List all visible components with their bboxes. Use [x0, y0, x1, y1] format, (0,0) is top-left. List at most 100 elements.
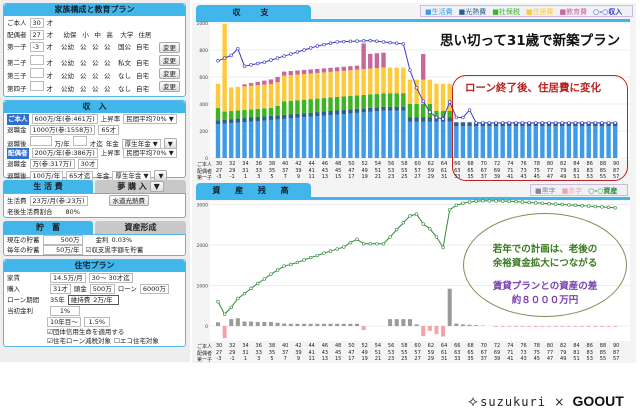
plan-cell[interactable]: 公 — [80, 43, 87, 51]
plan-cell[interactable]: 公 — [92, 85, 99, 93]
loan-input[interactable]: 6000万 — [139, 284, 169, 294]
education-bar — [262, 80, 267, 85]
plan-cell[interactable]: 国公 — [118, 43, 131, 51]
down-input[interactable]: 500万 — [89, 284, 115, 294]
living-bar — [401, 110, 406, 158]
social-bar — [341, 96, 346, 110]
plan-cell[interactable]: 公 — [92, 59, 99, 67]
later-rate-input[interactable]: 1.5% — [83, 317, 110, 327]
asset-point — [342, 245, 346, 249]
education-bar — [248, 83, 254, 86]
plan-cell[interactable]: 自宅 — [136, 85, 149, 93]
plan-cell[interactable]: 公幼 — [61, 59, 74, 67]
plan-cell[interactable]: 公 — [104, 43, 111, 51]
later-period-input[interactable]: 10年目〜 — [47, 317, 81, 327]
self-retire-input[interactable]: 1000万(参:1558万) — [29, 125, 96, 135]
spouse-retire-age-input[interactable]: 30才 — [77, 159, 99, 169]
plan-cell[interactable]: 公幼 — [61, 72, 74, 80]
eco-house-checkbox[interactable]: ☐エコ住宅対象 — [114, 337, 159, 345]
group-insurance-checkbox[interactable]: ☑団体信用生命を適用する — [47, 328, 125, 336]
self-after-input[interactable] — [29, 136, 52, 146]
surplus-checkbox[interactable]: ☑収支黒字額を貯蓄 — [85, 246, 144, 254]
living-bar — [553, 126, 558, 158]
plan-cell[interactable]: 公 — [104, 59, 111, 67]
axis-tick-label: 41 — [308, 349, 315, 356]
rent-period-input[interactable]: 30〜 30才迄 — [88, 273, 133, 283]
term-input[interactable]: 35年 — [50, 296, 65, 304]
axis-tick-label: 49 — [560, 174, 567, 180]
tab-dream[interactable]: 夢 購 入 ▼ — [95, 180, 186, 193]
rent-input[interactable]: 14.5万/月 — [50, 273, 86, 283]
living-bar — [447, 121, 452, 158]
axis-tick-label: 27 — [215, 167, 223, 174]
retire-ratio-value[interactable]: 80% — [65, 208, 80, 216]
income-point — [388, 40, 392, 45]
self-retire-age-input[interactable]: 65才 — [98, 125, 120, 135]
plan-cell[interactable]: 公 — [104, 72, 111, 80]
plan-cell[interactable]: 公 — [104, 85, 111, 93]
change-button[interactable]: 変更 — [159, 81, 180, 92]
social-bar — [315, 98, 320, 113]
axis-tick-label: 34 — [242, 343, 249, 349]
income-point — [520, 121, 525, 125]
change-button[interactable]: 変更 — [159, 68, 180, 79]
plan-cell[interactable]: 公 — [92, 43, 99, 51]
living-bar — [487, 126, 492, 158]
spouse-retire-input[interactable]: 万(参:317万) — [29, 159, 75, 169]
plan-cell[interactable]: 私文 — [118, 59, 131, 67]
tab-savings[interactable]: 貯 蓄 — [3, 221, 93, 234]
rent-label: 家賃 — [7, 274, 20, 282]
axis-row-label: 第一子 — [197, 357, 213, 363]
self-until-input[interactable] — [72, 136, 87, 146]
child-age-input[interactable] — [29, 55, 44, 65]
spouse-age-input[interactable]: 27 — [29, 30, 44, 40]
social-bar — [248, 109, 254, 118]
child-age-input[interactable] — [29, 81, 44, 91]
tab-asset-building[interactable]: 資産形成 — [95, 221, 186, 234]
tab-assets[interactable]: 資 産 残 高 — [196, 183, 311, 198]
income-point — [401, 42, 406, 46]
plan-cell[interactable]: 公 — [80, 72, 87, 80]
utility-button[interactable]: 水道光熱費 — [108, 195, 149, 206]
plan-cell[interactable]: 公 — [80, 59, 87, 67]
spouse-raise-select[interactable]: 民間平均70% ▼ — [123, 148, 177, 158]
plan-cell[interactable]: 公 — [92, 72, 99, 80]
living-cost-input[interactable]: 23万/月(参:23万) — [29, 196, 88, 206]
child-label: 第四子 — [7, 85, 27, 93]
maint-input[interactable]: 2万/年 — [93, 296, 113, 304]
plan-cell[interactable]: 自宅 — [136, 43, 149, 51]
plan-cell[interactable]: 公幼 — [61, 43, 74, 51]
child-age-input[interactable] — [29, 68, 44, 78]
plan-cell[interactable]: なし — [118, 85, 131, 93]
buy-age-input[interactable]: 31才 — [50, 284, 71, 294]
axis-tick-label: 77 — [546, 167, 554, 174]
initial-rate-input[interactable]: 1% — [50, 306, 80, 316]
tab-living[interactable]: 生 活 費 — [3, 180, 93, 193]
self-age-input[interactable]: 30 — [29, 18, 44, 28]
spouse-salary-input[interactable]: 200万/年(参:386万) — [31, 148, 98, 158]
chevron-down-icon[interactable]: ▼ — [149, 181, 164, 192]
current-savings-input[interactable]: 500万 — [42, 235, 83, 245]
axis-tick-label: 33 — [255, 167, 262, 174]
education-bar — [361, 43, 366, 70]
self-salary-input[interactable]: 600万/年(参:461万) — [31, 114, 98, 124]
plan-cell[interactable]: なし — [118, 72, 131, 80]
axis-tick-label: 35 — [268, 349, 276, 356]
plan-cell[interactable]: 公 — [80, 85, 87, 93]
yearly-savings-input[interactable]: 50万/年 — [42, 245, 83, 255]
plan-cell[interactable]: 自宅 — [136, 72, 149, 80]
change-button[interactable]: 変更 — [159, 42, 180, 53]
child-age-input[interactable]: -3 — [29, 42, 44, 52]
self-raise-select[interactable]: 民間平均70% ▼ — [123, 114, 177, 124]
rate-value[interactable]: 0.03% — [111, 236, 133, 244]
axis-tick-label: 58 — [401, 343, 408, 349]
deficit-bar — [441, 326, 446, 337]
plan-cell[interactable]: 自宅 — [136, 59, 149, 67]
social-bar — [321, 98, 327, 112]
income-point — [242, 64, 247, 68]
loan-tax-checkbox[interactable]: ☑住宅ローン減税対象 — [47, 337, 112, 345]
living-bar — [275, 119, 280, 158]
plan-cell[interactable]: 公幼 — [61, 85, 74, 93]
tab-balance[interactable]: 収 支 — [196, 5, 311, 20]
change-button[interactable]: 変更 — [159, 55, 180, 66]
